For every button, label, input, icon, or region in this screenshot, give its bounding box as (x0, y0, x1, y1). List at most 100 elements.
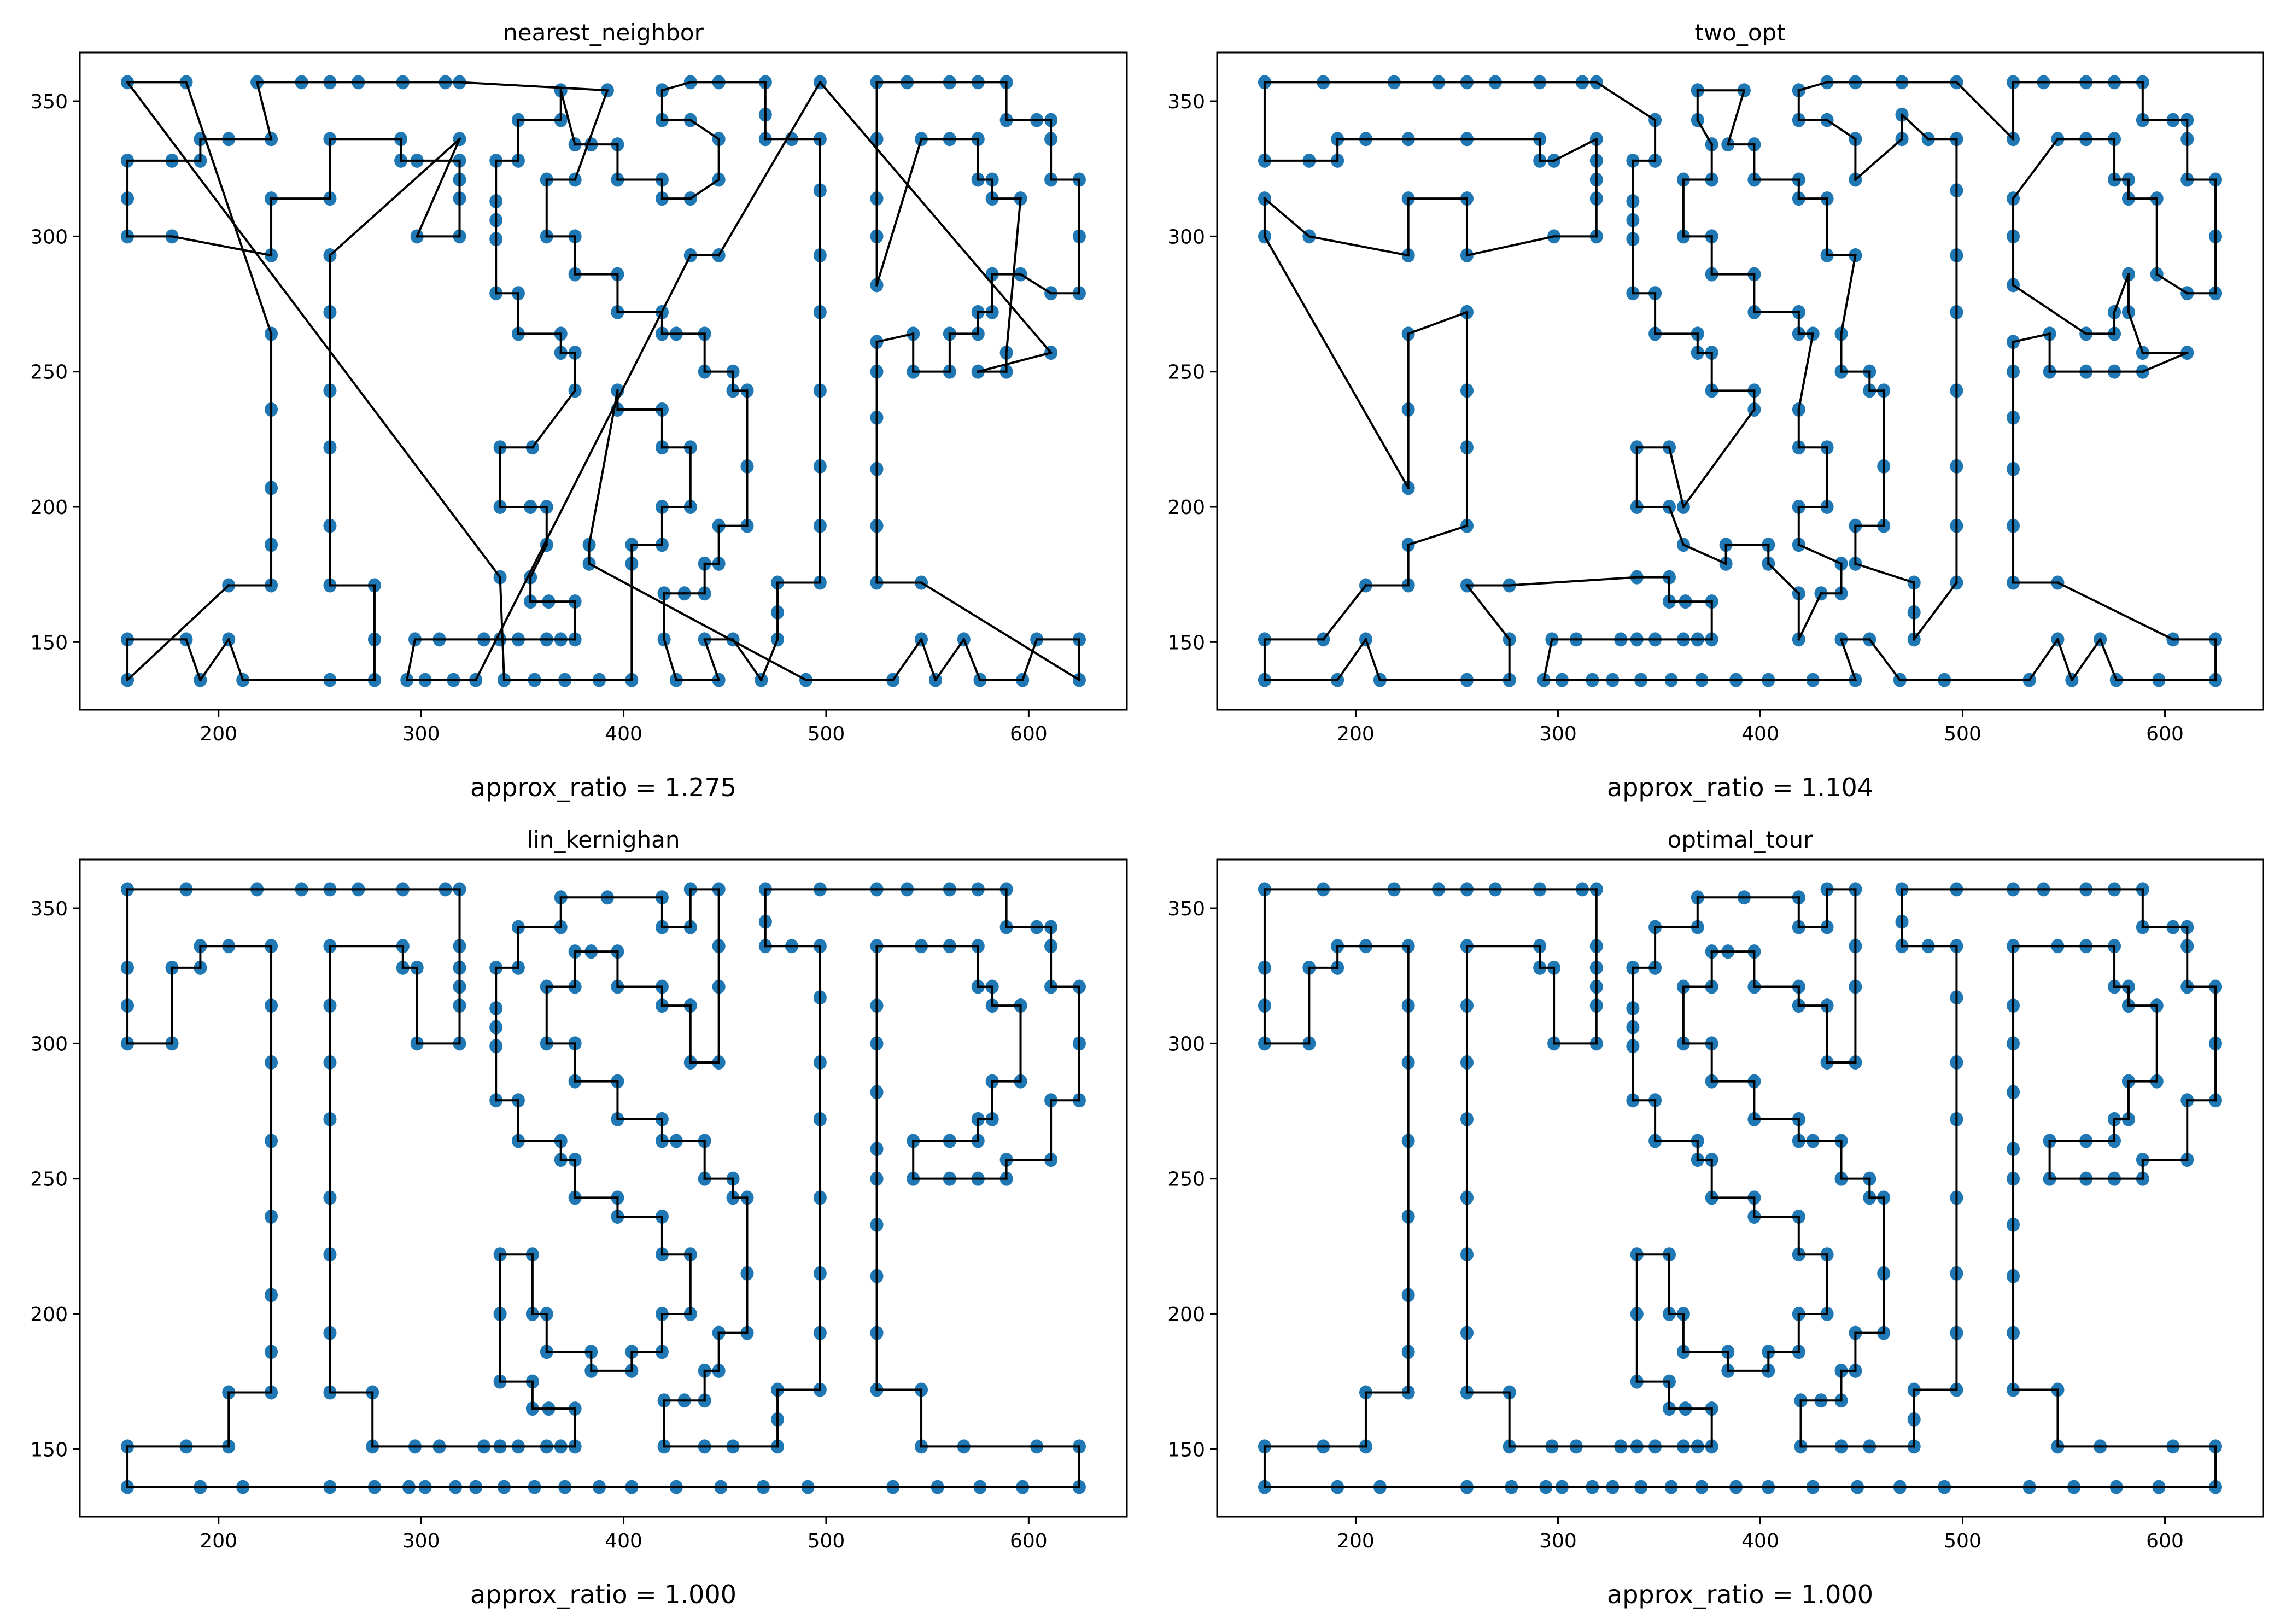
x-tick-label: 600 (1010, 1530, 1048, 1552)
x-tick-label: 600 (2146, 1530, 2184, 1552)
tour-segment (934, 638, 966, 682)
tour-segment (416, 137, 461, 238)
x-tick-label: 400 (1741, 723, 1779, 745)
x-tick-label: 400 (1741, 1530, 1779, 1552)
tour-segment (227, 638, 244, 682)
tour-segment (588, 389, 619, 546)
tour-segment (1019, 272, 1053, 295)
tour-segment (2056, 581, 2175, 641)
subplot-title: two_opt (1694, 19, 1785, 46)
y-tick-label: 350 (1167, 898, 1205, 920)
tour-segment (458, 81, 609, 92)
tour-segment (717, 80, 822, 257)
tour-segment (1668, 446, 1685, 509)
tour-segment (1336, 638, 1367, 682)
tour-segment (1263, 197, 1311, 238)
y-tick-label: 300 (30, 226, 68, 248)
subplot-optimal-tour: optimal_tour approx_ratio = 1.000 200 300… (1167, 826, 2264, 1609)
tour-segment (405, 638, 417, 681)
tour-segment (2056, 638, 2073, 682)
y-tick-label: 350 (30, 91, 68, 113)
approx-ratio-label: approx_ratio = 1.275 (470, 773, 736, 802)
tour-segment (2012, 332, 2051, 343)
tour-segment (2027, 638, 2060, 682)
tour-segment (126, 80, 502, 579)
tour-segment (559, 89, 577, 146)
x-tick-label: 300 (1539, 723, 1577, 745)
subplot-title: nearest_neighbor (503, 19, 704, 46)
tour-segment (875, 137, 923, 287)
x-tick-label: 600 (2146, 723, 2184, 745)
tour-segment (1322, 583, 1367, 641)
x-tick-label: 200 (200, 723, 237, 745)
tour-segment (2098, 638, 2118, 682)
y-tick-label: 200 (30, 1304, 68, 1326)
tour-segment (171, 235, 273, 257)
y-tick-label: 300 (30, 1033, 68, 1055)
tour-segment (126, 583, 231, 682)
y-tick-label: 350 (30, 898, 68, 920)
tour-segment (1797, 592, 1823, 641)
tour-segment (1542, 638, 1553, 681)
tour-segment (731, 638, 763, 682)
tour-segment (531, 389, 577, 449)
y-tick-label: 300 (1167, 1033, 1205, 1055)
tour-segment (1854, 562, 1916, 585)
tour-segment (1868, 638, 1902, 682)
x-tick-label: 200 (1337, 1530, 1375, 1552)
x-tick-label: 300 (402, 723, 440, 745)
y-tick-label: 250 (1167, 361, 1205, 384)
tour-segment (529, 543, 548, 579)
tour-segment (1465, 583, 1511, 641)
tour-segment (1726, 89, 1746, 146)
tour-segment (759, 638, 779, 682)
x-tick-label: 400 (605, 723, 642, 745)
tour-segment (920, 638, 937, 682)
tour-segment (689, 178, 721, 200)
x-tick-label: 200 (1337, 723, 1375, 745)
tour-segment (2141, 351, 2189, 373)
tour-segment (474, 254, 692, 682)
tour-segment (574, 89, 609, 182)
tour-segment (1955, 80, 2015, 141)
tour-segment (1465, 235, 1556, 257)
tour-segment (2113, 273, 2130, 314)
subplot-title: lin_kernighan (527, 826, 680, 853)
tour-segment (1005, 197, 1022, 354)
x-tick-label: 500 (1944, 723, 1981, 745)
tour-segment (1021, 638, 1038, 682)
tour-segment (1912, 581, 1959, 641)
y-tick-label: 250 (1167, 1169, 1205, 1191)
tour-segment (875, 332, 915, 343)
x-tick-label: 300 (402, 1530, 440, 1552)
y-tick-label: 150 (30, 1439, 68, 1461)
x-tick-label: 200 (200, 1530, 237, 1552)
tour-segment (1854, 137, 1904, 182)
tour-segment (1682, 543, 1728, 565)
x-tick-label: 500 (808, 1530, 845, 1552)
x-tick-label: 400 (605, 1530, 642, 1552)
tour-segment (1263, 235, 1410, 490)
y-tick-label: 250 (30, 361, 68, 384)
tour-segment (2070, 638, 2102, 682)
y-tick-label: 250 (30, 1169, 68, 1191)
tour-segment (1508, 576, 1638, 587)
tour-segment (689, 118, 721, 141)
subplot-lin-kernighan: lin_kernighan approx_ratio = 1.000 200 30… (30, 826, 1128, 1609)
tour-segment (660, 80, 692, 92)
y-tick-label: 150 (1167, 632, 1205, 654)
tour-segment (2127, 311, 2144, 354)
tour-segment (1308, 235, 1410, 257)
tour-segment (663, 638, 678, 682)
tour-segment (819, 80, 1053, 354)
y-tick-label: 350 (1167, 91, 1205, 113)
approx-ratio-label: approx_ratio = 1.000 (470, 1580, 736, 1609)
tour-segment (1797, 543, 1843, 565)
tour-segment (977, 351, 1053, 373)
tour-segment (2012, 283, 2088, 336)
axes-frame (1216, 858, 2264, 1518)
y-tick-label: 300 (1167, 226, 1205, 248)
y-tick-label: 200 (30, 496, 68, 519)
tour-segment (1839, 638, 1857, 682)
